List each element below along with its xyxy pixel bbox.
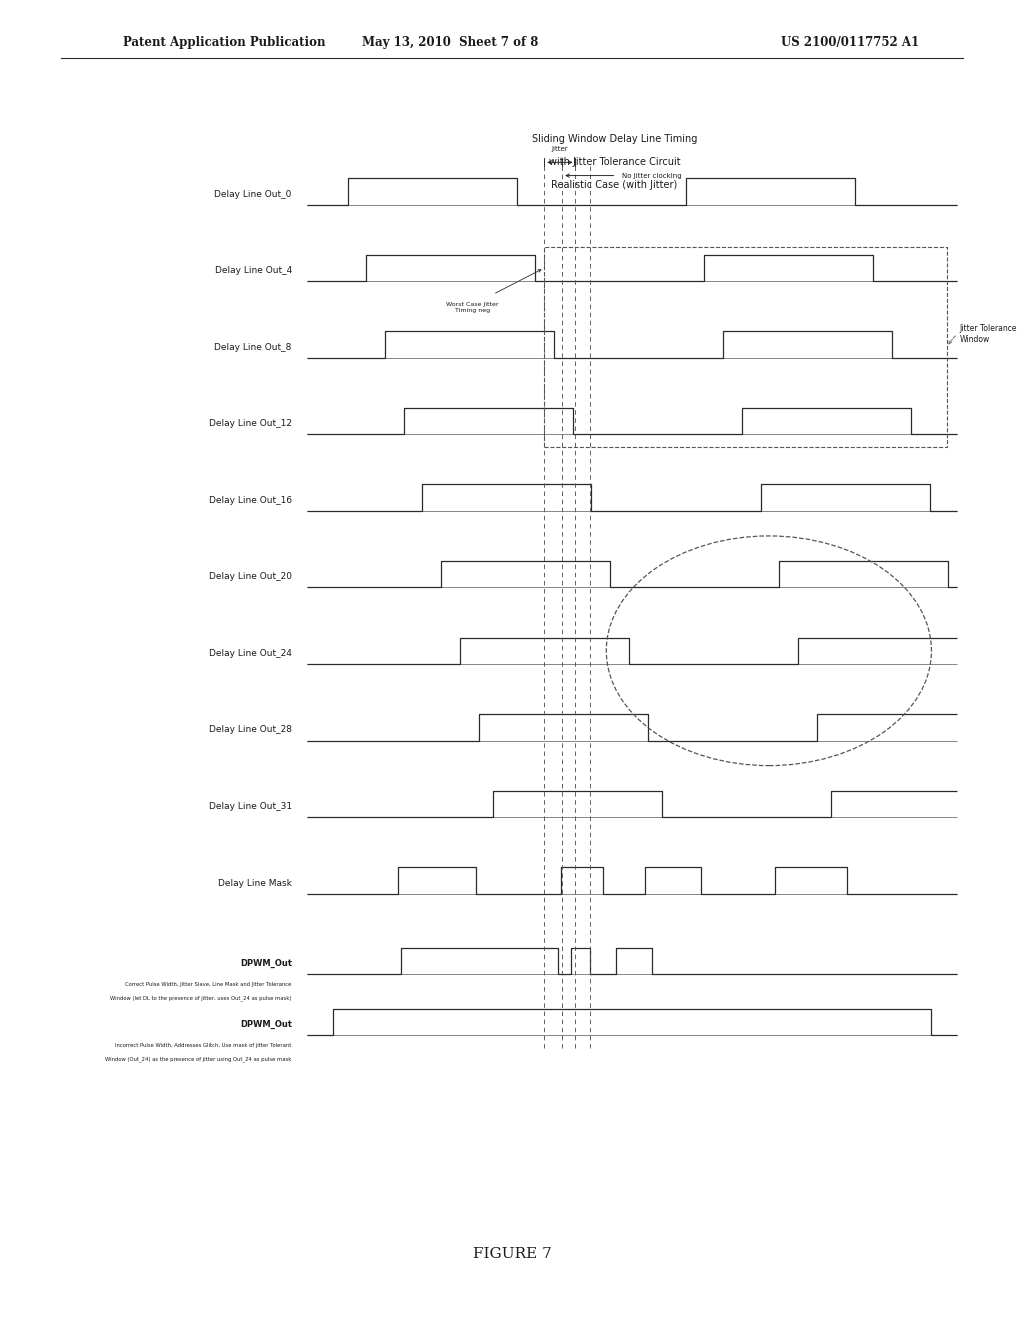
Text: FIGURE 7: FIGURE 7 [473,1247,551,1261]
Text: Delay Line Out_31: Delay Line Out_31 [209,803,292,810]
Text: May 13, 2010  Sheet 7 of 8: May 13, 2010 Sheet 7 of 8 [362,36,539,49]
Text: Delay Line Out_24: Delay Line Out_24 [209,649,292,657]
Text: DPWM_Out: DPWM_Out [240,958,292,968]
Text: Delay Line Out_28: Delay Line Out_28 [209,726,292,734]
Text: Delay Line Out_12: Delay Line Out_12 [209,420,292,428]
Text: DPWM_Out: DPWM_Out [240,1020,292,1030]
Text: Delay Line Mask: Delay Line Mask [218,879,292,887]
Text: Realistic Case (with Jitter): Realistic Case (with Jitter) [551,180,678,190]
Text: Window (Out_24) as the presence of jitter using Out_24 as pulse mask: Window (Out_24) as the presence of jitte… [105,1056,292,1063]
Text: Delay Line Out_0: Delay Line Out_0 [214,190,292,198]
Text: US 2100/0117752 A1: US 2100/0117752 A1 [781,36,919,49]
Text: with Jitter Tolerance Circuit: with Jitter Tolerance Circuit [549,157,680,168]
Text: Patent Application Publication: Patent Application Publication [123,36,326,49]
Text: Worst Case Jitter
Timing neg: Worst Case Jitter Timing neg [446,302,499,313]
Text: Sliding Window Delay Line Timing: Sliding Window Delay Line Timing [531,133,697,144]
Text: Incorrect Pulse Width, Addresses Glitch, Use mask of jitter Tolerant: Incorrect Pulse Width, Addresses Glitch,… [116,1043,292,1048]
Text: Delay Line Out_4: Delay Line Out_4 [215,267,292,275]
Text: Jitter: Jitter [552,145,568,152]
Text: Delay Line Out_8: Delay Line Out_8 [214,343,292,351]
Text: Window (let DL to the presence of jitter, uses Out_24 as pulse mask): Window (let DL to the presence of jitter… [111,995,292,1001]
Text: Delay Line Out_16: Delay Line Out_16 [209,496,292,504]
Text: Delay Line Out_20: Delay Line Out_20 [209,573,292,581]
Text: Correct Pulse Width, Jitter Slave, Line Mask and Jitter Tolerance: Correct Pulse Width, Jitter Slave, Line … [126,982,292,987]
Text: Jitter Tolerance
Window: Jitter Tolerance Window [959,325,1017,343]
Text: No Jitter clocking: No Jitter clocking [622,173,681,178]
